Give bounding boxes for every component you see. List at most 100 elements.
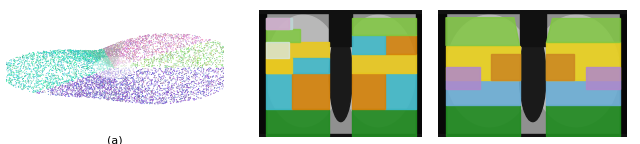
- Point: [104, 52, 115, 55]
- Point: [145, 43, 156, 46]
- Point: [125, 99, 135, 102]
- Polygon shape: [352, 54, 416, 73]
- Point: [120, 69, 130, 72]
- Point: [113, 42, 123, 44]
- Point: [207, 84, 217, 86]
- Point: [109, 80, 120, 82]
- Point: [161, 79, 171, 82]
- Point: [105, 58, 115, 60]
- Point: [74, 86, 84, 88]
- Point: [227, 70, 237, 73]
- Point: [45, 64, 55, 66]
- Point: [21, 57, 31, 59]
- Point: [70, 61, 81, 63]
- Point: [152, 36, 163, 39]
- Point: [127, 55, 138, 58]
- Point: [137, 84, 147, 86]
- Point: [131, 44, 141, 47]
- Point: [93, 69, 103, 71]
- Point: [184, 34, 195, 36]
- Point: [99, 85, 109, 87]
- Point: [49, 52, 59, 55]
- Point: [197, 93, 207, 96]
- Point: [184, 84, 195, 86]
- Point: [183, 55, 193, 57]
- Point: [58, 70, 68, 72]
- Point: [92, 58, 102, 60]
- Point: [116, 52, 126, 54]
- Point: [93, 52, 104, 55]
- Point: [124, 72, 134, 74]
- Point: [0, 69, 10, 72]
- Point: [108, 74, 118, 77]
- Point: [9, 67, 19, 69]
- Point: [99, 49, 109, 51]
- Point: [122, 39, 132, 41]
- Point: [76, 85, 86, 88]
- Point: [211, 49, 221, 51]
- Point: [129, 56, 140, 58]
- Point: [162, 93, 172, 95]
- Point: [104, 74, 114, 76]
- Point: [119, 57, 129, 59]
- Point: [225, 71, 235, 74]
- Point: [221, 57, 232, 59]
- Point: [138, 78, 148, 80]
- Point: [117, 84, 127, 86]
- Point: [214, 68, 224, 70]
- Point: [204, 77, 214, 79]
- Point: [33, 60, 44, 62]
- Point: [195, 37, 205, 39]
- Point: [80, 70, 90, 72]
- Point: [98, 67, 108, 70]
- Point: [151, 51, 161, 53]
- Point: [132, 47, 143, 50]
- Point: [118, 62, 129, 65]
- Point: [205, 94, 216, 96]
- Point: [61, 93, 71, 96]
- Point: [198, 54, 209, 56]
- Point: [134, 72, 145, 75]
- Point: [60, 85, 70, 87]
- Point: [61, 52, 72, 54]
- Point: [166, 36, 176, 38]
- Point: [155, 97, 165, 99]
- Point: [83, 68, 93, 70]
- Point: [141, 59, 152, 61]
- Point: [131, 93, 141, 96]
- Point: [99, 58, 109, 61]
- Point: [118, 81, 128, 84]
- Point: [137, 100, 147, 102]
- Point: [111, 99, 122, 101]
- Point: [108, 48, 118, 50]
- Point: [104, 53, 114, 55]
- Point: [95, 81, 106, 83]
- Point: [66, 51, 76, 53]
- Point: [138, 38, 148, 40]
- Point: [79, 73, 89, 75]
- Point: [213, 41, 223, 43]
- Point: [201, 58, 211, 60]
- Point: [59, 67, 69, 69]
- Point: [186, 41, 196, 44]
- Point: [193, 89, 203, 91]
- Point: [71, 86, 81, 89]
- Point: [198, 89, 209, 91]
- Point: [127, 38, 137, 40]
- Point: [91, 91, 101, 94]
- Point: [103, 58, 113, 61]
- Point: [199, 47, 209, 50]
- Point: [84, 86, 95, 88]
- Point: [29, 89, 39, 92]
- Point: [85, 62, 95, 64]
- Point: [84, 58, 94, 61]
- Point: [61, 67, 72, 70]
- Point: [33, 67, 43, 69]
- Point: [100, 79, 110, 81]
- Point: [156, 33, 166, 35]
- Point: [94, 87, 104, 89]
- Point: [166, 37, 177, 39]
- Point: [100, 57, 111, 60]
- Point: [145, 39, 155, 42]
- Point: [96, 59, 106, 61]
